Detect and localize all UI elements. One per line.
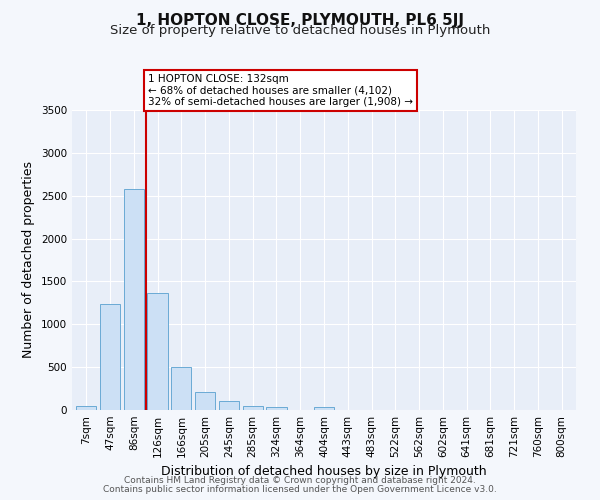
Bar	[100, 304, 120, 410]
Text: Size of property relative to detached houses in Plymouth: Size of property relative to detached ho…	[110, 24, 490, 37]
Text: 1 HOPTON CLOSE: 132sqm
← 68% of detached houses are smaller (4,102)
32% of semi-: 1 HOPTON CLOSE: 132sqm ← 68% of detached…	[148, 74, 413, 107]
Y-axis label: Number of detached properties: Number of detached properties	[22, 162, 35, 358]
Text: Contains public sector information licensed under the Open Government Licence v3: Contains public sector information licen…	[103, 485, 497, 494]
Text: 1, HOPTON CLOSE, PLYMOUTH, PL6 5JJ: 1, HOPTON CLOSE, PLYMOUTH, PL6 5JJ	[136, 12, 464, 28]
Bar	[171, 367, 191, 410]
Bar	[76, 406, 97, 410]
Bar	[242, 406, 263, 410]
Bar	[124, 189, 144, 410]
Bar	[219, 400, 239, 410]
X-axis label: Distribution of detached houses by size in Plymouth: Distribution of detached houses by size …	[161, 466, 487, 478]
Bar	[314, 408, 334, 410]
Bar	[195, 392, 215, 410]
Bar	[148, 294, 167, 410]
Bar	[266, 406, 287, 410]
Text: Contains HM Land Registry data © Crown copyright and database right 2024.: Contains HM Land Registry data © Crown c…	[124, 476, 476, 485]
